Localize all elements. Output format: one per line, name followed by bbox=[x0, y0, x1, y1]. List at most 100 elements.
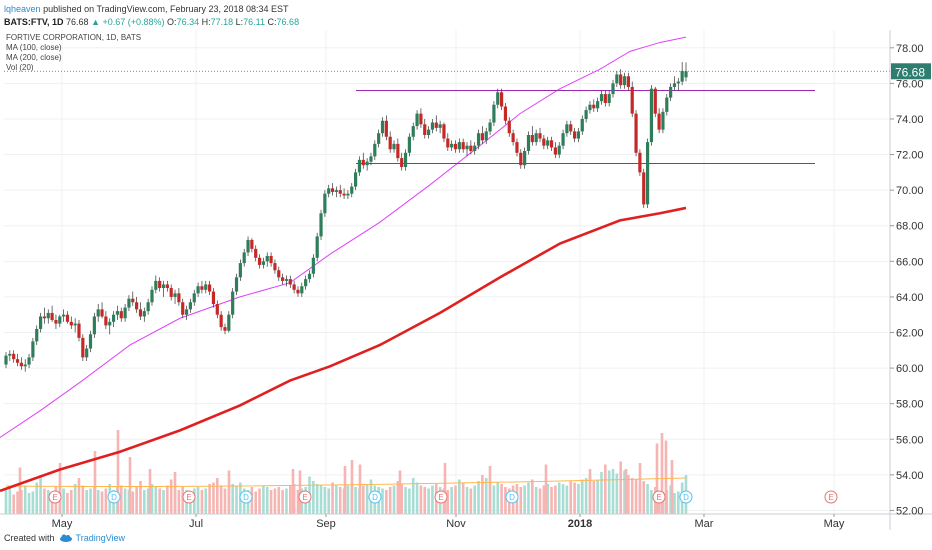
volume-bar bbox=[465, 487, 469, 514]
volume-bar bbox=[39, 475, 42, 514]
candle bbox=[657, 113, 661, 130]
candle bbox=[446, 138, 450, 148]
candle bbox=[403, 152, 408, 168]
volume-bar bbox=[450, 487, 453, 514]
volume-bar bbox=[154, 487, 158, 514]
candle bbox=[542, 138, 546, 146]
candle bbox=[488, 122, 492, 132]
candle bbox=[85, 348, 89, 358]
volume-bar bbox=[89, 488, 92, 514]
username-link[interactable]: lqheaven bbox=[4, 4, 41, 14]
volume-bar bbox=[534, 487, 538, 514]
candle bbox=[142, 311, 146, 317]
candle bbox=[592, 104, 596, 109]
volume-bar bbox=[96, 490, 100, 514]
volume-bar bbox=[312, 481, 315, 514]
price-tick-label: 54.00 bbox=[896, 470, 924, 482]
candle bbox=[334, 190, 338, 192]
candle bbox=[665, 97, 669, 112]
candle bbox=[680, 70, 684, 82]
candle bbox=[430, 122, 435, 130]
volume-bar bbox=[624, 469, 628, 514]
candle bbox=[15, 359, 20, 363]
volume-bar bbox=[630, 478, 634, 514]
candle bbox=[599, 94, 604, 102]
candle bbox=[615, 74, 619, 84]
candle bbox=[565, 124, 569, 134]
candle bbox=[634, 113, 638, 153]
candle bbox=[519, 152, 523, 166]
volume-bar bbox=[212, 482, 215, 514]
candle bbox=[388, 136, 392, 150]
volume-bar bbox=[70, 490, 73, 514]
volume-bar bbox=[604, 464, 607, 514]
candle bbox=[223, 327, 227, 331]
time-tick-label: Nov bbox=[446, 518, 466, 530]
tradingview-brand[interactable]: TradingView bbox=[59, 533, 125, 543]
candle bbox=[580, 118, 584, 132]
earnings-marker bbox=[182, 490, 196, 504]
candle bbox=[607, 94, 611, 103]
candle bbox=[419, 113, 423, 125]
candle bbox=[215, 304, 219, 315]
candle bbox=[173, 293, 177, 297]
volume-bar bbox=[443, 463, 447, 514]
volume-bar bbox=[192, 488, 196, 514]
candle bbox=[669, 86, 673, 98]
candle bbox=[626, 76, 630, 87]
candle bbox=[476, 133, 481, 146]
candle bbox=[380, 120, 385, 134]
candle bbox=[434, 122, 438, 128]
volume-bar bbox=[431, 485, 434, 514]
volume-bar bbox=[62, 488, 65, 514]
volume-bar bbox=[623, 470, 626, 514]
volume-bar bbox=[670, 460, 674, 514]
candle bbox=[92, 316, 96, 335]
volume-bar bbox=[58, 463, 62, 514]
price-tick-label: 78.00 bbox=[896, 43, 924, 55]
candle bbox=[426, 129, 431, 135]
candle bbox=[492, 104, 496, 123]
candle bbox=[569, 124, 573, 132]
volume-bar bbox=[600, 472, 603, 514]
volume-bar bbox=[81, 485, 85, 514]
earnings-marker-label: E bbox=[828, 493, 833, 502]
candle bbox=[319, 213, 323, 237]
volume-bar bbox=[16, 491, 19, 514]
volume-bar bbox=[177, 490, 181, 514]
candle bbox=[81, 337, 85, 358]
candle bbox=[346, 193, 350, 196]
volume-bar bbox=[100, 491, 104, 514]
volume-bar bbox=[411, 478, 415, 514]
candle bbox=[304, 279, 308, 287]
volume-bar bbox=[43, 488, 46, 514]
candle bbox=[511, 133, 515, 143]
candle bbox=[273, 263, 277, 271]
volume-bar bbox=[381, 488, 384, 514]
volume-bar bbox=[200, 490, 204, 514]
volume-bar bbox=[135, 487, 138, 514]
price-chart[interactable]: E D E D E D E D E D E 52.00 54.00 56.00 58.00 60.00 62.… bbox=[0, 30, 932, 530]
candle bbox=[69, 321, 73, 326]
volume-bar bbox=[327, 488, 331, 514]
volume-bar bbox=[66, 493, 69, 514]
candle bbox=[196, 286, 200, 294]
dividend-marker bbox=[679, 490, 693, 504]
volume-bar bbox=[477, 481, 480, 514]
volume-bar bbox=[642, 481, 646, 514]
volume-bar bbox=[169, 479, 173, 514]
symbol-label: BATS:FTV, 1D bbox=[4, 17, 64, 27]
earnings-marker-label: E bbox=[186, 493, 191, 502]
volume-bar bbox=[408, 488, 411, 514]
candle bbox=[503, 106, 508, 121]
candle bbox=[596, 101, 600, 109]
volume-bar bbox=[611, 469, 615, 514]
high-label: H: bbox=[201, 17, 211, 27]
volume-bar bbox=[361, 485, 365, 514]
price-tick-label: 66.00 bbox=[896, 256, 924, 268]
volume-bar bbox=[273, 488, 277, 514]
candle bbox=[58, 316, 62, 324]
dividend-marker bbox=[505, 490, 519, 504]
candle bbox=[553, 147, 557, 155]
